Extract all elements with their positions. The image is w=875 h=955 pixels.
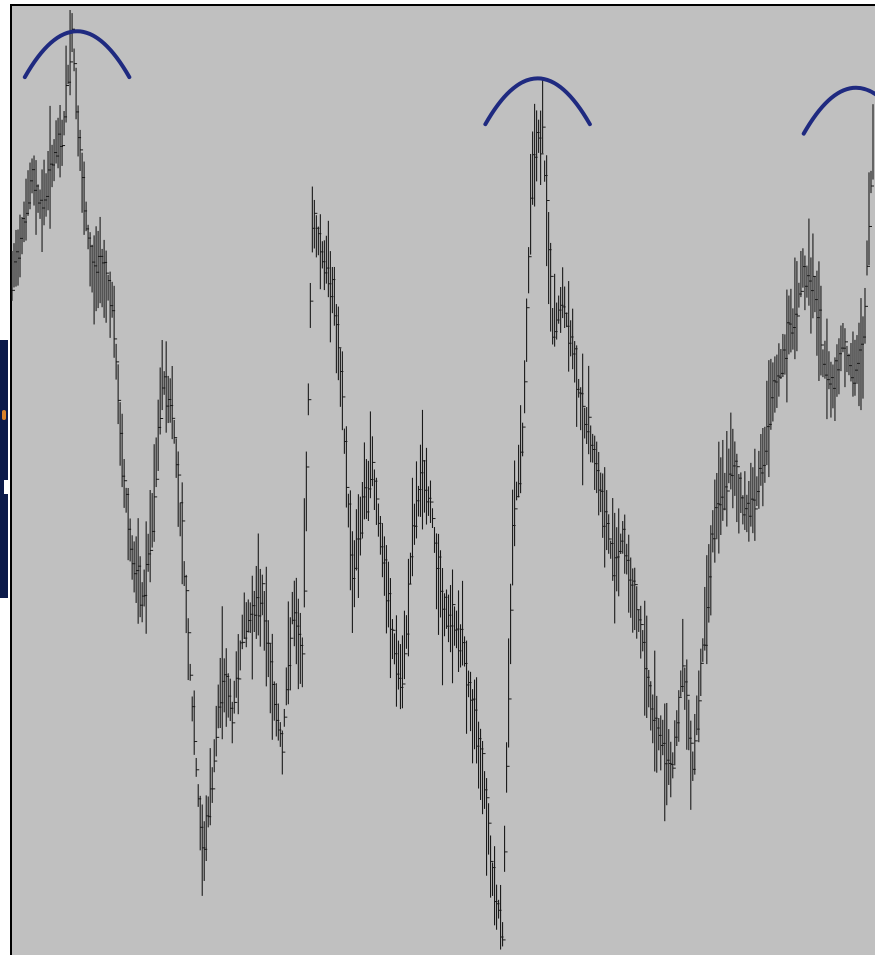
bar-series xyxy=(11,10,874,950)
side-panel-marker xyxy=(2,410,6,420)
peak-arc xyxy=(801,85,875,136)
peak-arc xyxy=(22,29,132,80)
peak-arc xyxy=(483,76,592,127)
side-panel-tick xyxy=(4,480,8,494)
peak-annotations xyxy=(22,29,875,136)
side-panel-strip xyxy=(0,340,8,598)
